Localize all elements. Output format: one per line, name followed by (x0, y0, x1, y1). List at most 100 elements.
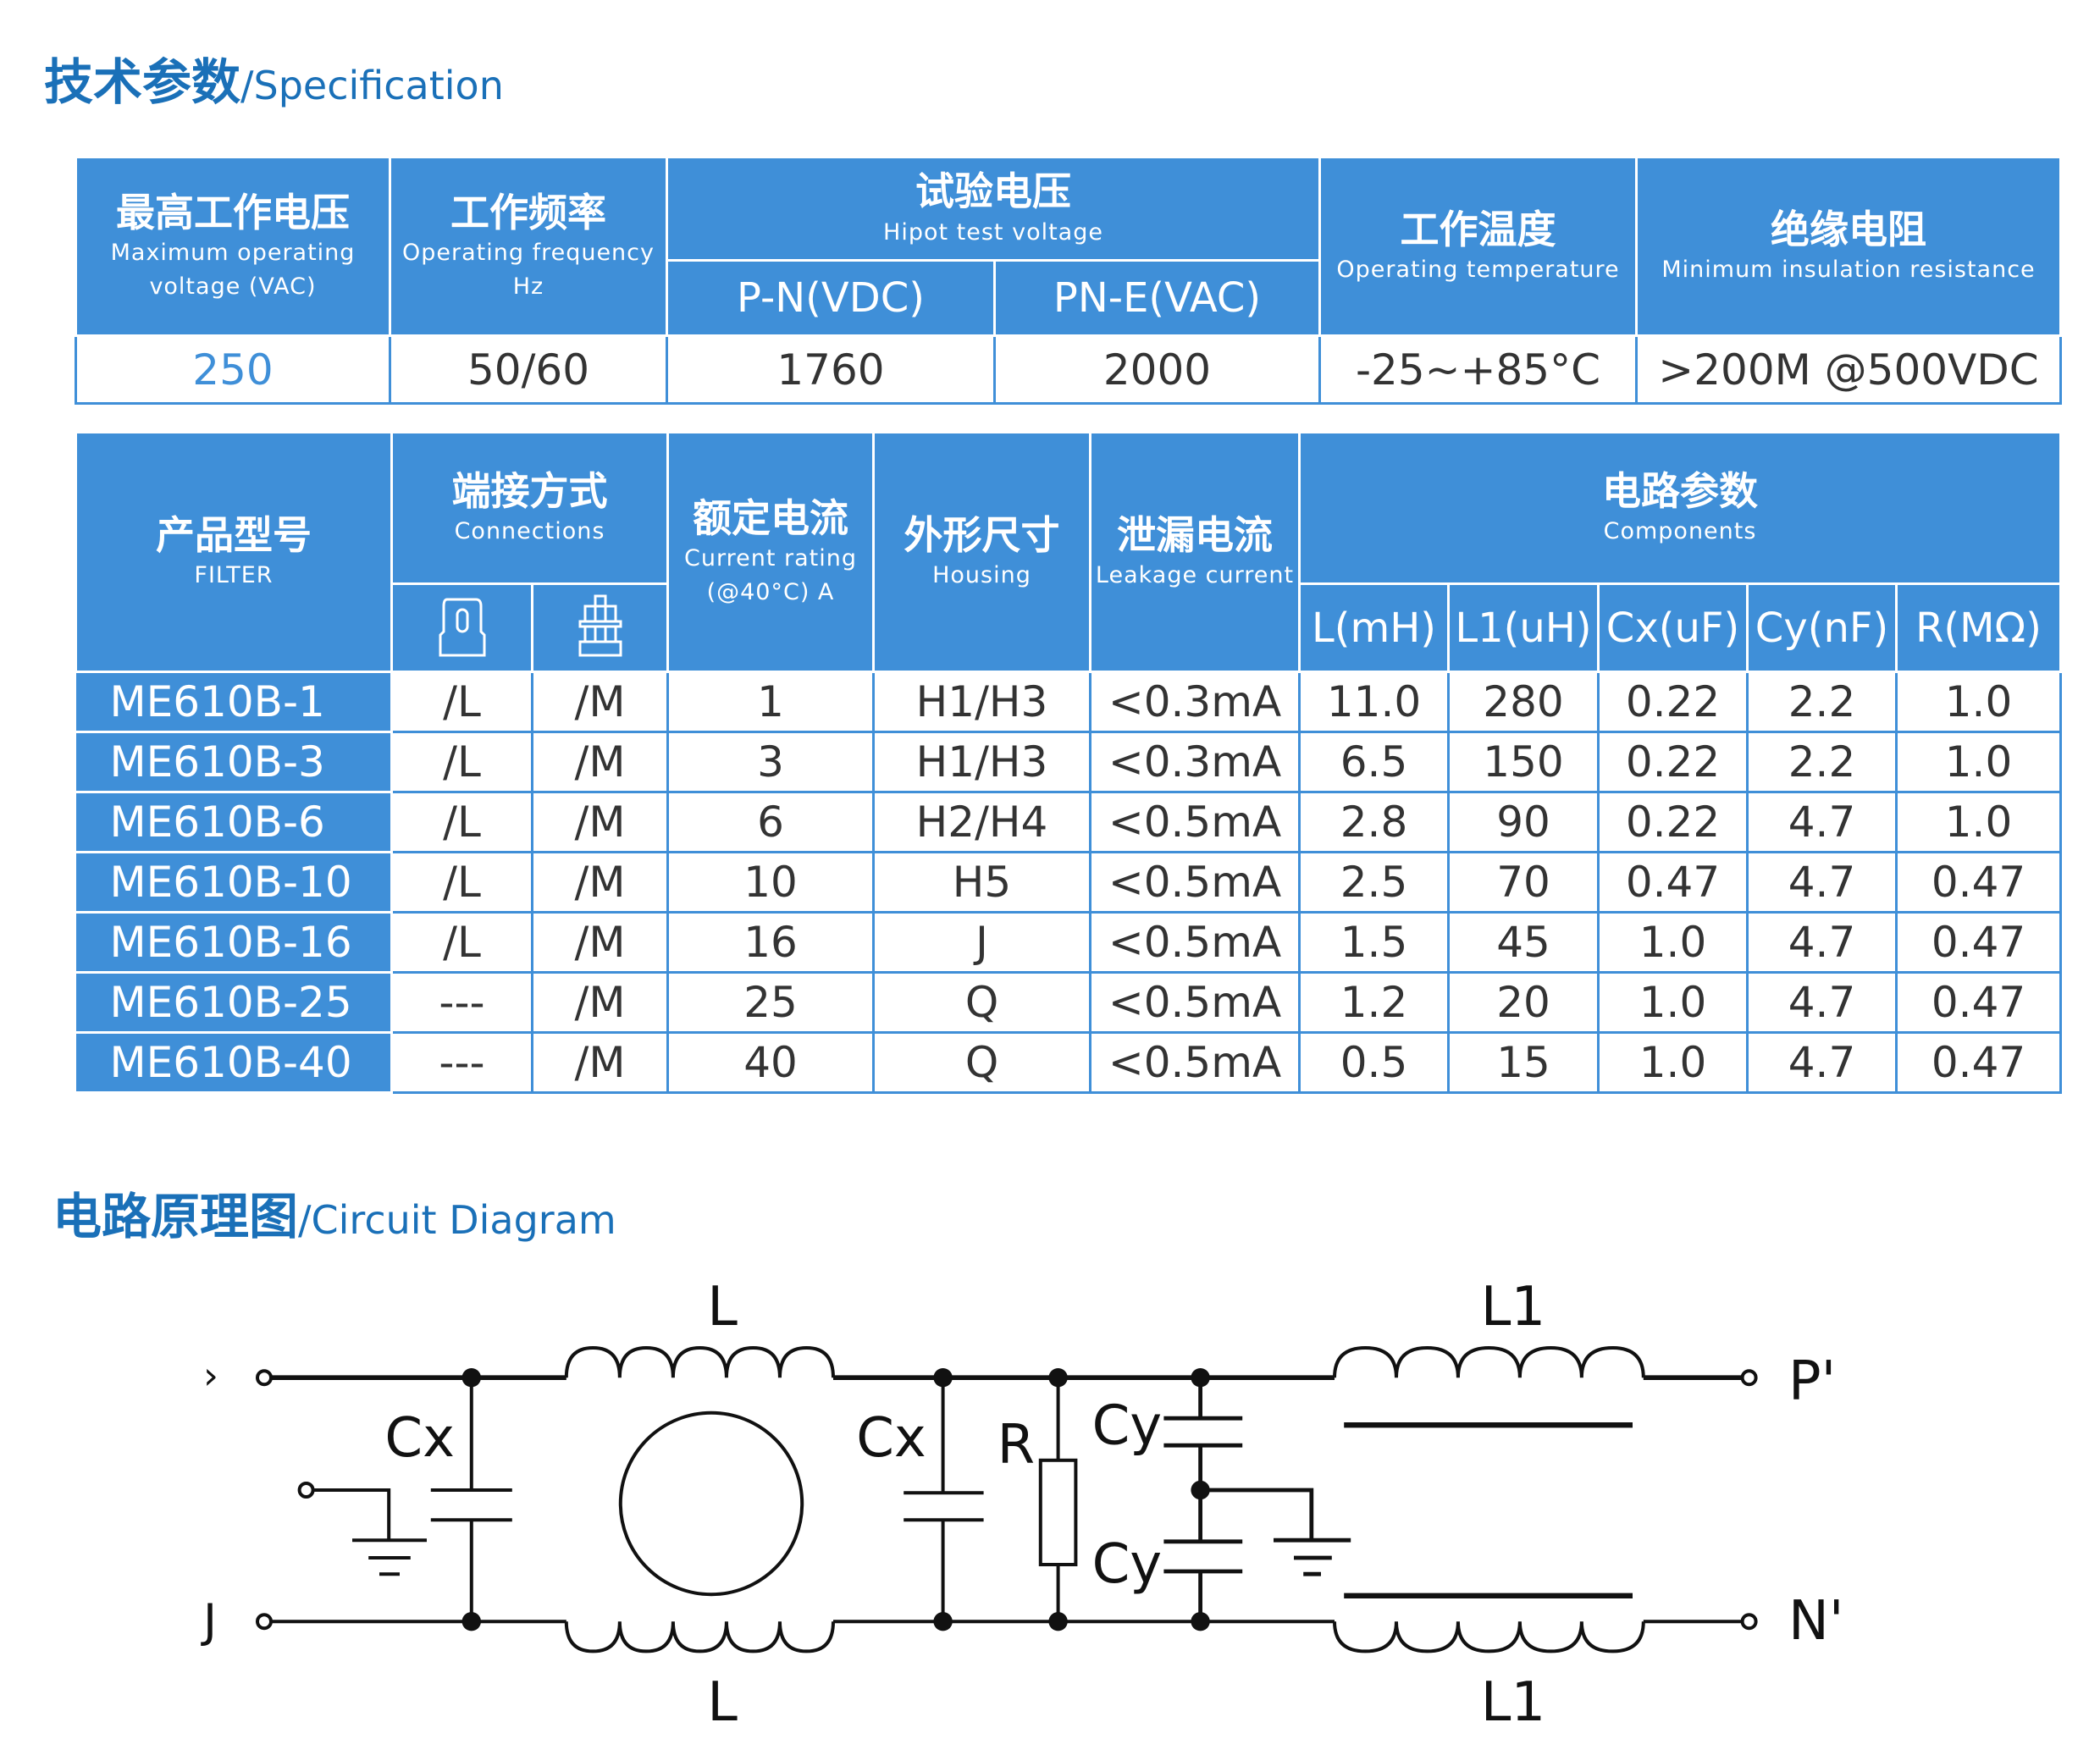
terminal-earth (297, 1482, 315, 1499)
cell-cy-nf: 2.2 (1746, 671, 1898, 733)
junction-dot (1191, 1480, 1210, 1500)
label-cy1: Cy (1092, 1395, 1163, 1458)
junction-dot (933, 1368, 953, 1388)
header-temperature: 工作温度 Operating temperature (1318, 156, 1639, 337)
cell-l1-uh: 150 (1447, 731, 1600, 793)
header-cy-nf: Cy(nF) (1746, 582, 1898, 673)
header-frequency: 工作频率 Operating frequency Hz (389, 156, 668, 337)
cell-l1-uh: 70 (1447, 851, 1600, 914)
junction-dot (461, 1612, 481, 1631)
cell-model: ME610B-10 (75, 851, 393, 914)
cell-conn-screw: /M (531, 671, 669, 733)
cell-conn-screw: /M (531, 791, 669, 853)
model-table: 产品型号 FILTER 端接方式 Connections 额定电流 Current r… (75, 431, 2063, 1094)
cell-conn-fast-on: --- (390, 971, 533, 1034)
label-cx1: Cx (384, 1407, 455, 1470)
header-max-voltage: 最高工作电压 Maximum operating voltage (VAC) (75, 156, 391, 337)
cell-l1-uh: 15 (1447, 1031, 1600, 1094)
header-components: 电路参数 Components (1297, 431, 2063, 585)
cell-leakage: <0.5mA (1089, 851, 1301, 914)
spec-values-row: 250 50/60 1760 2000 -25~+85°C >200M @500… (75, 334, 2063, 405)
junction-dot (1048, 1368, 1068, 1388)
junction-dot (1191, 1612, 1210, 1631)
cell-r-mohm: 1.0 (1894, 731, 2063, 793)
cell-conn-screw: /M (531, 971, 669, 1034)
cell-conn-fast-on: /L (390, 671, 533, 733)
table-row: ME610B-16/L/M 16 J <0.5mA 1.5 45 1.0 4.7 0.47 (75, 911, 2063, 974)
cell-leakage: <0.3mA (1089, 731, 1301, 793)
cell-conn-fast-on: /L (390, 911, 533, 974)
spec-title: 技术参数/Specification (44, 53, 504, 111)
cell-leakage: <0.5mA (1089, 971, 1301, 1034)
cell-leakage: <0.5mA (1089, 911, 1301, 974)
cell-l-mh: 1.5 (1298, 911, 1450, 974)
cell-cx-uf: 0.47 (1597, 851, 1749, 914)
cell-l-mh: 2.8 (1298, 791, 1450, 853)
fast-on-terminal-icon (390, 582, 533, 673)
cell-current: 25 (666, 971, 875, 1034)
value-pne: 2000 (992, 334, 1322, 405)
value-temperature: -25~+85°C (1318, 334, 1639, 405)
cell-housing: H5 (872, 851, 1091, 914)
cell-housing: H2/H4 (872, 791, 1091, 853)
earth-wire (312, 1488, 427, 1576)
label-cx2: Cx (856, 1407, 926, 1470)
cell-current: 16 (666, 911, 875, 974)
label-l1-bottom: L1 (1481, 1671, 1545, 1734)
cell-model: ME610B-16 (75, 911, 393, 974)
cell-leakage: <0.5mA (1089, 1031, 1301, 1094)
screw-terminal-icon (531, 582, 669, 673)
cell-current: 40 (666, 1031, 875, 1094)
header-connections: 端接方式 Connections (390, 431, 669, 585)
cell-l1-uh: 20 (1447, 971, 1600, 1034)
header-hipot-pn: P-N(VDC) (666, 259, 996, 337)
circuit-title: 电路原理图/Circuit Diagram (52, 1188, 616, 1245)
label-out-p: P' (1788, 1350, 1836, 1413)
cell-conn-fast-on: --- (390, 1031, 533, 1094)
inductor-l1-bottom (1333, 1621, 1645, 1653)
table-row: ME610B-6/L/M 6 H2/H4 <0.5mA 2.8 90 0.22 4.7 1.0 (75, 791, 2063, 853)
cell-model: ME610B-25 (75, 971, 393, 1034)
cell-l-mh: 11.0 (1298, 671, 1450, 733)
cell-cy-nf: 4.7 (1746, 791, 1898, 853)
label-l-bottom: L (707, 1671, 738, 1734)
cell-cx-uf: 1.0 (1597, 971, 1749, 1034)
cell-l-mh: 6.5 (1298, 731, 1450, 793)
table-row: ME610B-3/L/M 3 H1/H3 <0.3mA 6.5 150 0.22 2.2 1.0 (75, 731, 2063, 793)
header-hipot: 试验电压 Hipot test voltage (665, 156, 1322, 262)
cell-conn-fast-on: /L (390, 791, 533, 853)
value-max-voltage: 250 (75, 334, 391, 405)
cell-current: 1 (666, 671, 875, 733)
capacitor-cy (1163, 1377, 1243, 1622)
cell-r-mohm: 0.47 (1894, 911, 2063, 974)
cell-cy-nf: 4.7 (1746, 971, 1898, 1034)
cell-l1-uh: 45 (1447, 911, 1600, 974)
cell-model: ME610B-1 (75, 671, 393, 733)
cell-l-mh: 0.5 (1298, 1031, 1450, 1094)
cell-current: 6 (666, 791, 875, 853)
header-leakage: 泄漏电流 Leakage current (1089, 431, 1301, 673)
cell-l1-uh: 280 (1447, 671, 1600, 733)
junction-dot (1191, 1368, 1210, 1388)
label-in-p: › (203, 1353, 218, 1398)
cell-r-mohm: 0.47 (1894, 851, 2063, 914)
cell-conn-screw: /M (531, 911, 669, 974)
cell-cx-uf: 0.22 (1597, 791, 1749, 853)
cell-leakage: <0.3mA (1089, 671, 1301, 733)
inductor-l-bottom (564, 1621, 835, 1653)
label-l1-top: L1 (1481, 1276, 1545, 1339)
cell-r-mohm: 1.0 (1894, 791, 2063, 853)
capacitor-cx1 (430, 1377, 512, 1622)
cell-l-mh: 2.5 (1298, 851, 1450, 914)
cell-cx-uf: 0.22 (1597, 731, 1749, 793)
cell-leakage: <0.5mA (1089, 791, 1301, 853)
cell-conn-screw: /M (531, 1031, 669, 1094)
cell-current: 3 (666, 731, 875, 793)
terminal-out-p (1740, 1369, 1758, 1387)
cell-housing: H1/H3 (872, 671, 1091, 733)
header-l-mh: L(mH) (1298, 582, 1450, 673)
cell-cy-nf: 2.2 (1746, 731, 1898, 793)
header-hipot-pne: PN-E(VAC) (992, 259, 1322, 337)
spec-table: 最高工作电压 Maximum operating voltage (VAC) 工作频… (75, 156, 2063, 405)
inductor-l-top (564, 1345, 835, 1378)
